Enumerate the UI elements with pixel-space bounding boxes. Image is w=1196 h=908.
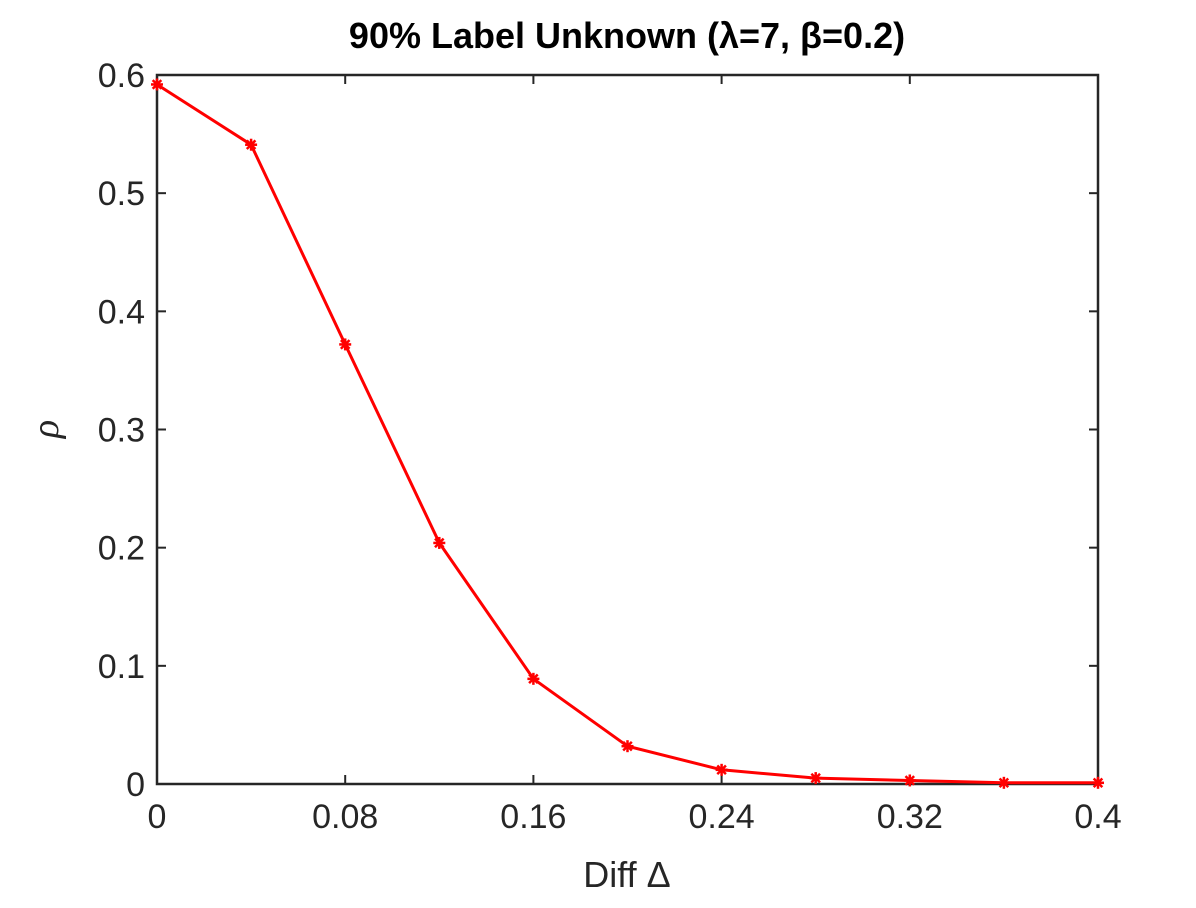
data-point bbox=[433, 536, 446, 549]
data-point bbox=[903, 774, 916, 787]
x-tick-label: 0.16 bbox=[500, 798, 566, 836]
data-point bbox=[1092, 776, 1104, 789]
x-axis-label: Diff Δ bbox=[583, 854, 670, 895]
y-tick-label: 0.5 bbox=[98, 175, 145, 213]
y-tick-label: 0 bbox=[126, 766, 145, 804]
data-point bbox=[527, 672, 540, 685]
x-tick-label: 0 bbox=[148, 798, 167, 836]
plot-area bbox=[155, 73, 1100, 786]
x-tick-label: 0.24 bbox=[689, 798, 755, 836]
x-tick-label: 0.08 bbox=[312, 798, 378, 836]
y-tick-label: 0.1 bbox=[98, 648, 145, 686]
y-axis-label: ρ bbox=[25, 420, 67, 439]
y-tick-label: 0.3 bbox=[98, 412, 145, 450]
x-tick-label: 0.4 bbox=[1074, 798, 1121, 836]
series-group bbox=[151, 78, 1104, 789]
data-point bbox=[997, 776, 1010, 789]
data-point bbox=[621, 740, 634, 753]
x-tick-label: 0.32 bbox=[877, 798, 943, 836]
data-point bbox=[809, 772, 822, 785]
y-tick-label: 0.4 bbox=[98, 293, 145, 331]
axis-ticks: 0 0.08 0.16 0.24 0.32 0.4 0 0.1 0.2 0.3 0.4 0.5 0.6 bbox=[98, 57, 1122, 836]
chart-title: 90% Label Unknown (λ=7, β=0.2) bbox=[349, 15, 905, 56]
y-tick-label: 0.2 bbox=[98, 530, 145, 568]
data-point bbox=[715, 763, 728, 776]
data-point bbox=[339, 338, 352, 351]
data-point bbox=[151, 78, 163, 91]
data-point bbox=[245, 138, 258, 151]
y-tick-label: 0.6 bbox=[98, 57, 145, 95]
